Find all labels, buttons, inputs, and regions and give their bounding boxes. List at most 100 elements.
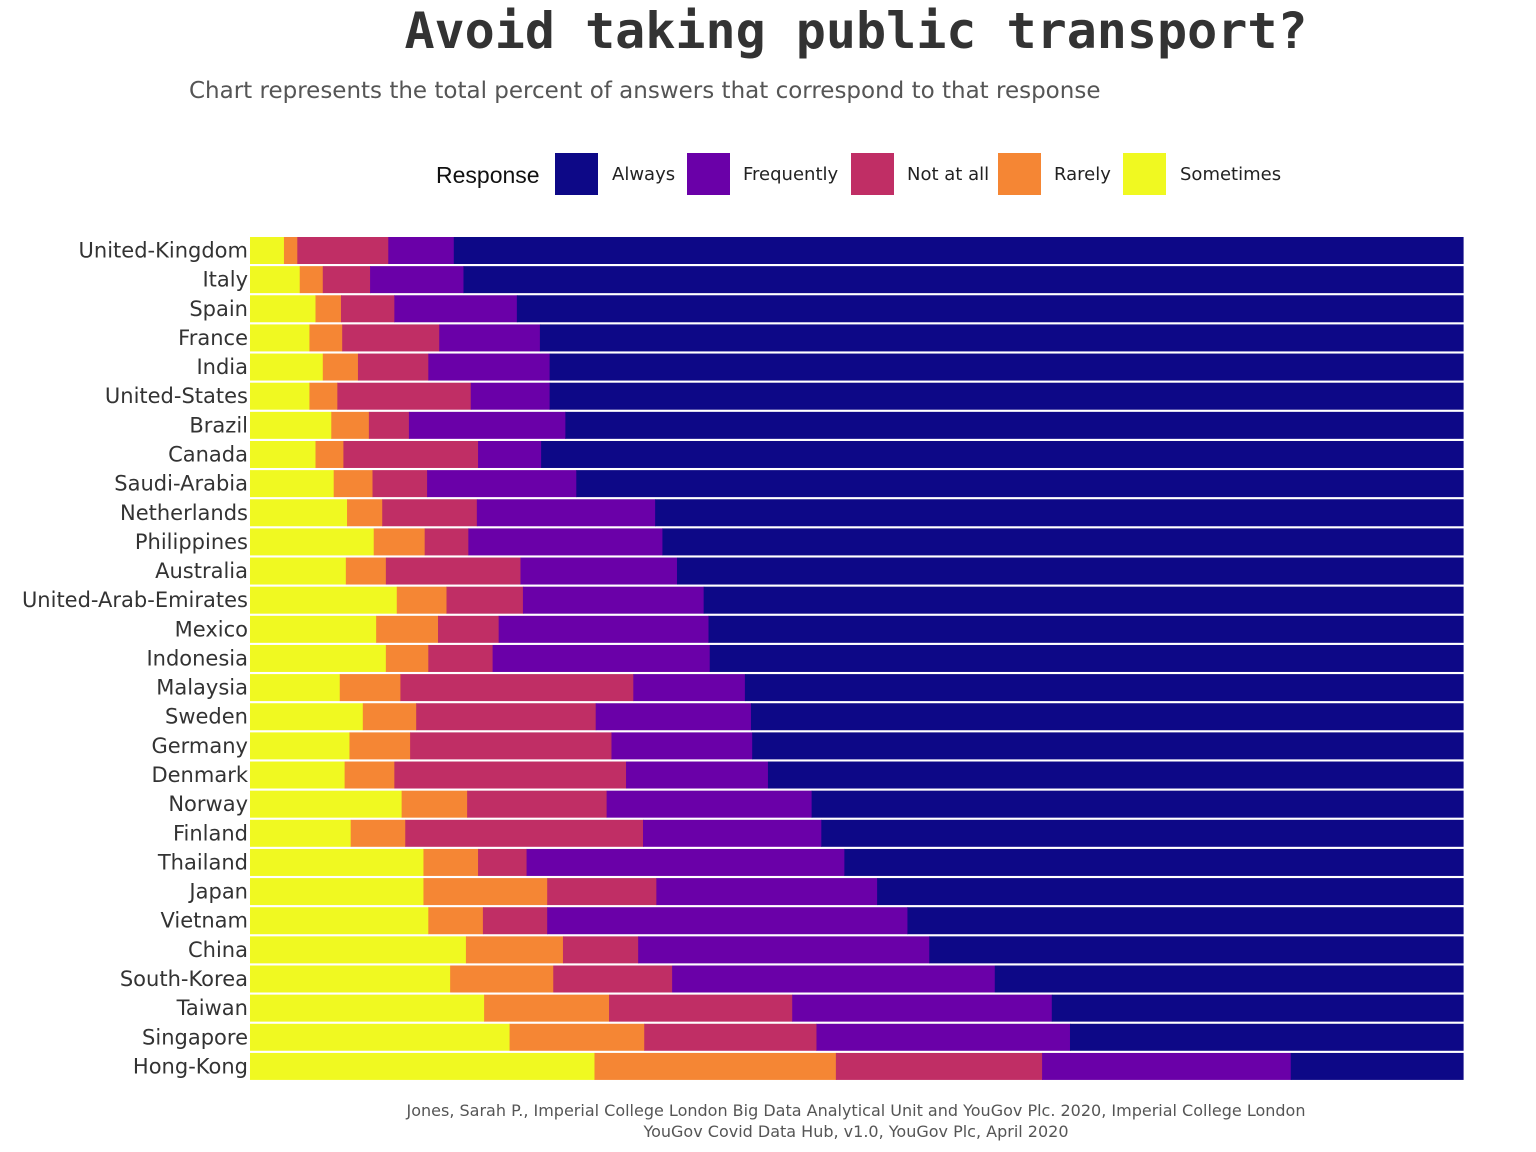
bar-segment bbox=[553, 965, 673, 993]
y-tick-label: Brazil bbox=[189, 413, 248, 437]
bar-segment bbox=[633, 674, 746, 702]
bar-segment bbox=[410, 732, 613, 760]
bar-segment bbox=[468, 528, 664, 556]
bar-segment bbox=[428, 644, 494, 672]
bar-segment bbox=[1051, 994, 1464, 1022]
bar-segment bbox=[349, 732, 411, 760]
bar-segment bbox=[372, 470, 428, 498]
y-tick-label: Germany bbox=[151, 734, 248, 758]
y-tick-label: Saudi-Arabia bbox=[114, 472, 248, 496]
y-tick-label: Japan bbox=[187, 880, 248, 904]
chart-title: Avoid taking public transport? bbox=[404, 2, 1308, 60]
bar-segment bbox=[250, 878, 425, 906]
y-tick-label: Norway bbox=[168, 792, 248, 816]
bar-segment bbox=[626, 761, 769, 789]
bar-segment bbox=[576, 470, 1464, 498]
bar-segment bbox=[516, 295, 1464, 323]
bar-segment bbox=[672, 965, 996, 993]
bar-segment bbox=[342, 324, 440, 352]
bar-segment bbox=[344, 761, 395, 789]
bar-segment bbox=[250, 266, 301, 294]
bar-segment bbox=[368, 411, 410, 439]
y-tick-label: Philippines bbox=[135, 530, 248, 554]
bar-segment bbox=[394, 761, 627, 789]
bar-segment bbox=[376, 615, 439, 643]
bar-segment bbox=[611, 732, 753, 760]
bar-segment bbox=[744, 674, 1464, 702]
legend-label-not-at-all: Not at all bbox=[907, 164, 990, 185]
bar-segment bbox=[309, 324, 343, 352]
bar-segment bbox=[821, 819, 1464, 847]
bar-segment bbox=[315, 440, 345, 468]
bar-segment bbox=[907, 907, 1464, 935]
bar-segment bbox=[385, 644, 429, 672]
bar-segment bbox=[394, 295, 518, 323]
bar-segment bbox=[337, 382, 472, 410]
bar-segment bbox=[250, 324, 311, 352]
bar-segment bbox=[655, 499, 1464, 527]
bar-segment bbox=[877, 878, 1464, 906]
bar-segment bbox=[994, 965, 1464, 993]
bar-segment bbox=[347, 499, 383, 527]
bar-segment bbox=[750, 703, 1464, 731]
source-line-1: Jones, Sarah P., Imperial College London… bbox=[406, 1101, 1306, 1120]
bar-segment bbox=[643, 819, 822, 847]
bar-segment bbox=[345, 557, 387, 585]
y-tick-label: United-Kingdom bbox=[79, 239, 248, 263]
y-tick-label: Malaysia bbox=[156, 676, 248, 700]
bar-segment bbox=[373, 528, 426, 556]
bar-segment bbox=[478, 440, 542, 468]
bar-segment bbox=[250, 295, 317, 323]
bar-segment bbox=[541, 440, 1464, 468]
bar-segment bbox=[250, 907, 429, 935]
bar-segment bbox=[439, 324, 541, 352]
legend-swatch-frequently bbox=[687, 153, 730, 195]
bar-segment bbox=[388, 237, 455, 264]
bar-segment bbox=[709, 644, 1464, 672]
bar-segment bbox=[250, 674, 341, 702]
bar-segment bbox=[520, 557, 678, 585]
bar-segment bbox=[331, 411, 370, 439]
bar-segment bbox=[297, 237, 389, 264]
bar-segment bbox=[565, 411, 1464, 439]
y-tick-label: Mexico bbox=[175, 617, 248, 641]
bar-segment bbox=[1290, 1052, 1464, 1080]
bar-segment bbox=[549, 353, 1464, 381]
bar-segment bbox=[476, 499, 656, 527]
bar-segment bbox=[385, 557, 522, 585]
y-tick-label: South-Korea bbox=[120, 967, 248, 991]
bar-segment bbox=[467, 790, 608, 818]
bar-segment bbox=[250, 965, 451, 993]
legend-label-rarely: Rarely bbox=[1054, 164, 1111, 185]
bar-segment bbox=[250, 615, 377, 643]
bar-segment bbox=[416, 703, 597, 731]
y-tick-label: China bbox=[188, 938, 248, 962]
bar-segment bbox=[250, 586, 398, 614]
source-citation: Jones, Sarah P., Imperial College London… bbox=[376, 1100, 1336, 1142]
bar-segment bbox=[662, 528, 1464, 556]
bar-segment bbox=[562, 936, 639, 964]
bar-segment bbox=[509, 1023, 645, 1051]
legend-label-frequently: Frequently bbox=[743, 164, 839, 185]
legend: Response Always Frequently Not at all Ra… bbox=[0, 0, 1536, 220]
bar-segment bbox=[465, 936, 564, 964]
bar-segment bbox=[250, 732, 351, 760]
bar-segment bbox=[250, 936, 467, 964]
bar-segment bbox=[250, 703, 364, 731]
bar-segment bbox=[478, 848, 528, 876]
bar-segment bbox=[333, 470, 374, 498]
bar-segment bbox=[427, 470, 577, 498]
bar-segment bbox=[606, 790, 813, 818]
y-tick-label: Netherlands bbox=[120, 501, 248, 525]
bar-segment bbox=[676, 557, 1464, 585]
y-tick-label: Indonesia bbox=[146, 646, 248, 670]
bar-segment bbox=[450, 965, 554, 993]
y-tick-label: Hong-Kong bbox=[133, 1054, 248, 1078]
legend-swatch-sometimes bbox=[1123, 153, 1166, 195]
bar-segment bbox=[547, 907, 909, 935]
bar-segment bbox=[357, 353, 429, 381]
bar-segment bbox=[250, 761, 346, 789]
bar-segment bbox=[816, 1023, 1071, 1051]
legend-label-sometimes: Sometimes bbox=[1180, 164, 1282, 185]
y-tick-label: France bbox=[178, 326, 248, 350]
